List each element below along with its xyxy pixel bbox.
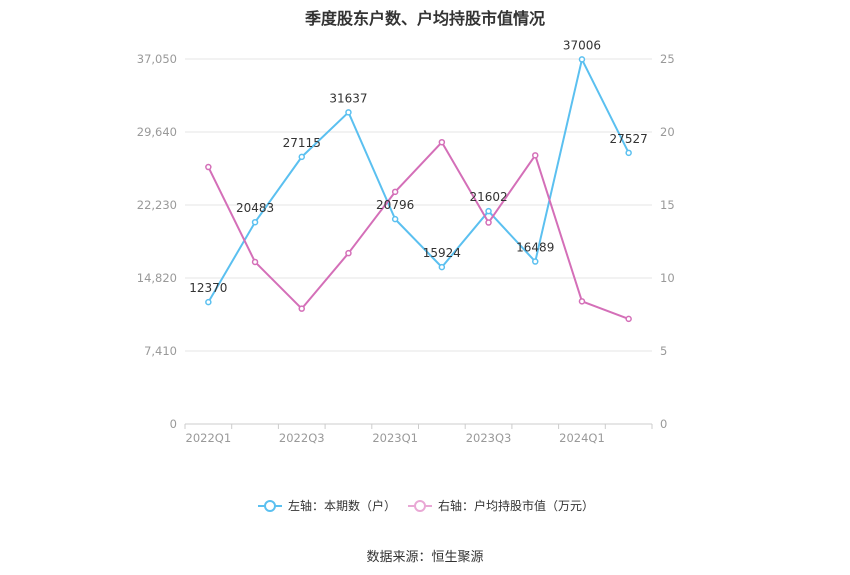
right-series-point[interactable] [485,219,492,226]
legend[interactable]: 左轴：本期数（户） 右轴：户均持股市值（万元） [258,498,594,513]
y-right-tick-label: 15 [660,198,675,212]
right-series-point[interactable] [391,188,399,196]
legend-right-series-marker [414,500,426,512]
x-tick-label: 2022Q1 [186,431,232,445]
left-series-point[interactable] [438,263,446,271]
x-tick-label: 2022Q3 [279,431,325,445]
right-series-point[interactable] [625,315,632,323]
data-label: 27115 [283,136,321,150]
series-layer [205,56,632,323]
right-series-point[interactable] [532,152,539,159]
right-series-point[interactable] [251,258,259,266]
right-series-point[interactable] [205,163,212,171]
y-right-tick-label: 5 [660,344,667,358]
x-tick-label: 2024Q1 [559,431,605,445]
y-left-tick-label: 7,410 [144,344,177,358]
y-right-tick-label: 25 [660,52,675,66]
legend-left-series-marker [264,500,276,512]
left-series-point[interactable] [578,56,586,63]
data-label: 12370 [189,281,227,295]
y-right-tick-label: 0 [660,417,667,431]
y-right-tick-label: 10 [660,271,675,285]
data-label: 15924 [423,246,461,260]
legend-item-right-series[interactable]: 右轴：户均持股市值（万元） [408,498,594,513]
y-left-tick-label: 29,640 [137,125,177,139]
right-series-point[interactable] [578,298,586,305]
x-tick-label: 2023Q3 [466,431,512,445]
left-series-point[interactable] [485,207,492,215]
data-label: 16489 [516,241,554,255]
data-label: 20796 [376,198,414,212]
right-series-line [207,141,630,320]
left-series-point[interactable] [345,109,352,116]
legend-right-series-label: 右轴：户均持股市值（万元） [438,498,594,513]
data-source: 数据来源：恒生聚源 [366,550,484,565]
y-right-tick-label: 20 [660,125,675,139]
right-series-point[interactable] [298,305,305,312]
legend-left-series-label: 左轴：本期数（户） [288,498,396,513]
y-left-tick-label: 22,230 [137,198,177,212]
data-label: 27527 [610,132,648,146]
y-left-tick-label: 14,820 [137,271,177,285]
grid-lines [185,58,652,352]
data-label: 21602 [469,190,507,204]
left-series-point[interactable] [205,298,212,306]
left-series-point[interactable] [391,215,399,223]
chart-title: 季度股东户数、户均持股市值情况 [304,9,545,28]
left-series-line [207,58,630,303]
data-label: 31637 [329,91,367,105]
y-left-tick-label: 37,050 [137,52,177,66]
left-series-point[interactable] [532,258,539,265]
x-tick-label: 2023Q1 [372,431,418,445]
data-label: 37006 [563,38,601,52]
legend-item-left-series[interactable]: 左轴：本期数（户） [258,498,396,513]
right-series-point[interactable] [438,138,446,146]
right-series-point[interactable] [345,249,352,257]
y-left-tick-label: 0 [170,417,177,431]
left-series-point[interactable] [625,149,632,157]
data-label: 20483 [236,201,274,215]
data-labels: 12370 20483 27115 31637 20796 15924 21602 16489… [189,38,647,295]
left-series-point[interactable] [251,218,259,226]
axes: 0 7,410 14,820 22,230 29,640 37,050 0 5 10 15 20 25… [137,52,675,445]
left-series-point[interactable] [298,153,305,161]
